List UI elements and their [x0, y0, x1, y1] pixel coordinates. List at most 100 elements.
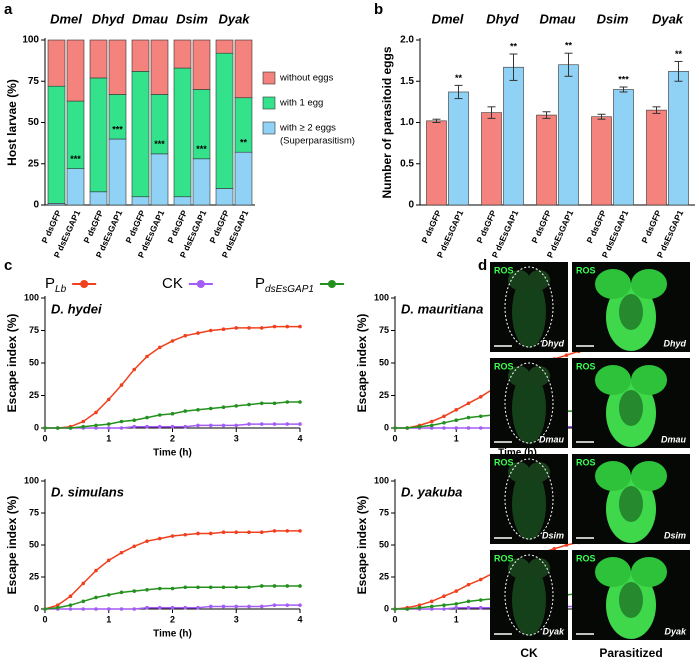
- data-point: [196, 423, 200, 428]
- species-label: Dyak: [664, 626, 687, 636]
- column-label: Parasitized: [599, 646, 662, 660]
- data-point: [132, 367, 137, 372]
- data-point: [417, 605, 422, 610]
- data-point: [272, 324, 277, 329]
- bar-segment: [234, 39, 253, 99]
- data-point: [285, 584, 290, 588]
- y-tick-label: 50: [29, 539, 39, 549]
- tissue: [508, 270, 530, 290]
- data-point: [196, 605, 200, 610]
- stain-label: ROS: [576, 553, 596, 563]
- data-point: [132, 544, 137, 549]
- bar: [646, 109, 667, 206]
- y-tick-label: 50: [29, 357, 39, 367]
- data-point: [68, 426, 73, 430]
- tissue: [528, 558, 550, 578]
- bar-segment: [192, 39, 211, 90]
- legend-label: with 1 egg: [279, 98, 323, 109]
- y-tick-label: 75: [28, 76, 40, 87]
- y-tick-label: 100: [374, 292, 389, 302]
- x-tick-label: 4: [297, 614, 302, 624]
- data-point: [170, 534, 175, 538]
- group-label: Dmau: [539, 11, 575, 26]
- data-point: [106, 607, 111, 611]
- data-point: [208, 604, 213, 609]
- data-point: [221, 423, 226, 428]
- data-point: [208, 423, 213, 428]
- data-point: [119, 550, 124, 555]
- data-point: [132, 418, 137, 423]
- data-point: [157, 536, 162, 541]
- y-axis-label: Escape index (%): [355, 496, 369, 595]
- bar-segment: [215, 52, 234, 189]
- data-point: [221, 327, 226, 332]
- x-tick-label: P dsGFP: [419, 208, 443, 244]
- group-label: Dhyd: [486, 11, 520, 26]
- data-point: [170, 605, 175, 610]
- bar-segment: [47, 85, 66, 204]
- data-point: [298, 400, 302, 404]
- data-point: [478, 598, 483, 602]
- group-label: Dhyd: [92, 11, 126, 26]
- bar-segment: [89, 39, 108, 79]
- chart-title: D. simulans: [51, 484, 124, 499]
- column-label: CK: [520, 646, 538, 660]
- y-tick-label: 100: [374, 475, 389, 485]
- y-tick-label: 100: [24, 292, 39, 302]
- x-tick-label: 0: [42, 433, 47, 443]
- bar-segment: [131, 71, 150, 198]
- panel-letter: a: [4, 1, 13, 18]
- data-point: [442, 607, 446, 611]
- species-label: Dyak: [542, 626, 565, 636]
- outline: [504, 362, 554, 444]
- y-tick-label: 0.5: [400, 158, 414, 169]
- outline: [504, 458, 554, 540]
- data-point: [259, 604, 264, 609]
- x-tick-label: 1: [106, 614, 111, 624]
- data-point: [272, 584, 277, 588]
- data-point: [564, 353, 569, 358]
- data-point: [55, 603, 60, 607]
- stain-label: ROS: [576, 457, 596, 467]
- significance: ***: [70, 154, 81, 164]
- tissue: [619, 486, 643, 522]
- y-tick-label: 2.0: [400, 35, 414, 46]
- bar-segment: [89, 191, 108, 206]
- y-tick-label: 75: [29, 325, 39, 335]
- data-point: [478, 414, 483, 419]
- tissue: [619, 582, 643, 618]
- data-point: [106, 426, 111, 430]
- significance: **: [565, 41, 573, 51]
- data-point: [183, 585, 188, 590]
- data-point: [442, 414, 446, 419]
- data-point: [157, 586, 162, 591]
- data-point: [247, 326, 251, 330]
- y-tick-label: 100: [24, 475, 39, 485]
- x-tick-label: P dsGFP: [474, 208, 498, 244]
- data-point: [259, 584, 264, 588]
- tissue: [528, 462, 550, 482]
- significance: ***: [196, 144, 207, 154]
- data-point: [106, 397, 111, 402]
- data-point: [247, 604, 251, 609]
- significance: ***: [618, 74, 629, 84]
- data-point: [234, 585, 239, 590]
- data-point: [429, 607, 434, 611]
- data-point: [285, 422, 290, 426]
- data-point: [221, 604, 226, 609]
- y-tick-label: 0: [34, 422, 39, 432]
- tissue: [512, 276, 546, 348]
- bar-segment: [215, 188, 234, 206]
- panel-letter: c: [4, 257, 12, 274]
- data-point: [442, 421, 446, 425]
- data-point: [106, 422, 111, 426]
- bar: [448, 91, 469, 206]
- x-axis-label: Time (h): [498, 448, 537, 459]
- data-point: [298, 324, 302, 329]
- y-axis-label: Escape index (%): [355, 314, 369, 413]
- legend-marker: [196, 280, 205, 288]
- legend-swatch: [262, 121, 276, 135]
- x-axis-label: Time (h): [153, 448, 192, 459]
- y-tick-label: 75: [379, 507, 389, 517]
